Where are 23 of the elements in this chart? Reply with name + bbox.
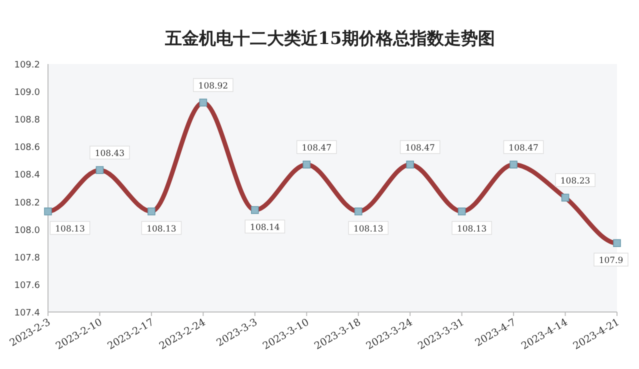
text: 108.6 (14, 143, 40, 154)
data-label: 108.13 (353, 224, 384, 234)
data-label: 108.47 (508, 144, 538, 154)
text: 107.8 (14, 253, 40, 264)
data-label: 108.13 (456, 224, 487, 234)
chart-title: 五金机电十二大类近15期价格总指数走势图 (164, 29, 495, 49)
text: 109.0 (14, 88, 40, 98)
data-label: 108.47 (405, 144, 435, 154)
data-label: 108.47 (302, 144, 332, 154)
data-label: 107.9 (598, 256, 624, 266)
data-label: 108.13 (146, 224, 176, 234)
text: 108.2 (14, 198, 40, 208)
text: 108.4 (14, 170, 40, 181)
data-label: 108.92 (198, 82, 228, 92)
data-label: 108.23 (560, 176, 590, 187)
text: 108.0 (14, 226, 40, 236)
text: 107.6 (14, 280, 40, 291)
text: 107.4 (14, 308, 40, 318)
text: 109.2 (14, 60, 40, 70)
text: 108.8 (14, 116, 40, 126)
data-label: 108.13 (55, 224, 85, 234)
data-label: 108.43 (94, 149, 125, 160)
data-label: 108.14 (250, 223, 280, 234)
